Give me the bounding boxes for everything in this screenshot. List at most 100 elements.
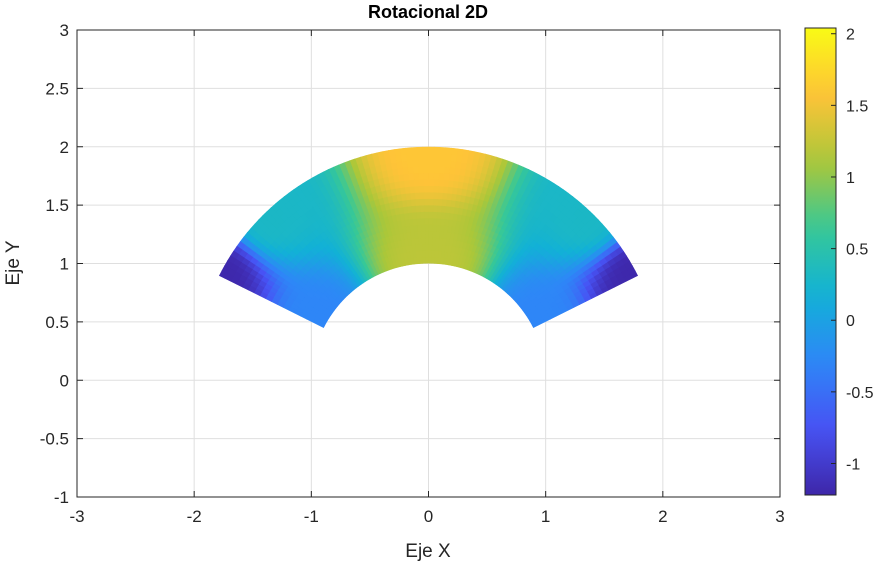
surface-cell <box>531 249 540 258</box>
x-tick-label-1: -2 <box>187 507 202 526</box>
surface-cell <box>508 272 516 281</box>
surface-cell <box>423 198 429 206</box>
surface-cell <box>488 237 496 246</box>
surface-cell <box>327 295 336 303</box>
surface-cell <box>321 314 330 321</box>
surface-cell <box>521 267 530 276</box>
surface-cell <box>465 156 474 165</box>
surface-cell <box>280 293 290 301</box>
surface-cell <box>331 247 339 256</box>
surface-cell <box>375 267 382 276</box>
surface-cell <box>331 208 340 218</box>
surface-cell <box>414 192 420 200</box>
surface-cell <box>419 256 423 265</box>
surface-cell <box>273 279 283 288</box>
surface-cell <box>438 159 446 168</box>
surface-cell <box>399 147 407 156</box>
surface-cell <box>569 282 578 291</box>
surface-cell <box>309 275 318 284</box>
surface-cell <box>399 186 406 195</box>
surface-cell <box>340 204 349 213</box>
surface-cell <box>420 230 426 238</box>
surface-cell <box>357 246 365 255</box>
surface-cell <box>552 293 562 302</box>
surface-cell <box>467 256 473 265</box>
surface-cell <box>297 303 306 311</box>
surface-cell <box>292 265 301 274</box>
surface-cell <box>408 218 414 227</box>
surface-cell <box>423 185 429 193</box>
surface-cell <box>433 146 441 154</box>
surface-cell <box>268 275 278 284</box>
surface-cell <box>318 308 326 315</box>
surface-cell <box>534 269 543 278</box>
surface-cell <box>432 185 439 193</box>
surface-cell <box>294 262 304 271</box>
surface-cell <box>360 245 368 254</box>
surface-cell <box>328 304 337 312</box>
surface-cell <box>442 231 448 239</box>
surface-cell <box>261 287 271 296</box>
surface-cell <box>536 282 545 291</box>
surface-cell <box>517 299 525 307</box>
surface-cell <box>320 293 329 301</box>
surface-cell <box>444 238 450 246</box>
surface-cell <box>311 255 320 264</box>
surface-cell <box>382 149 390 158</box>
surface-cell <box>417 166 424 174</box>
x-tick-label-0: -3 <box>69 507 84 526</box>
surface-cell <box>524 288 533 297</box>
surface-cell <box>511 292 519 301</box>
surface-cell <box>312 282 321 291</box>
surface-cell <box>316 310 325 318</box>
surface-cell <box>505 238 513 248</box>
surface-cell <box>527 281 536 290</box>
surface-cell <box>497 264 505 273</box>
surface-cell <box>422 153 429 161</box>
surface-cell <box>510 258 519 267</box>
colorbar-tick-label-4: 1 <box>846 170 855 187</box>
surface-cell <box>307 300 316 308</box>
surface-cell <box>312 272 321 281</box>
surface-cell <box>344 246 352 255</box>
surface-cell <box>381 257 388 266</box>
surface-cell <box>282 303 291 311</box>
surface-cell <box>345 215 354 225</box>
surface-cell <box>368 234 375 243</box>
surface-cell <box>409 225 415 233</box>
surface-cell <box>313 244 322 254</box>
surface-cell <box>527 271 535 280</box>
surface-cell <box>330 301 339 309</box>
surface-cell <box>449 154 457 162</box>
surface-cell <box>389 262 395 270</box>
surface-cell <box>537 255 546 264</box>
surface-cell <box>377 238 384 247</box>
surface-cell <box>551 280 560 289</box>
surface-cell <box>436 211 442 219</box>
surface-cell <box>437 192 443 200</box>
surface-cell <box>437 179 444 187</box>
surface-cell <box>383 263 390 272</box>
surface-cell <box>468 170 477 179</box>
surface-cell <box>547 309 556 317</box>
surface-cell <box>383 156 392 165</box>
surface-cell <box>332 200 341 210</box>
surface-cell <box>509 265 518 274</box>
surface-cell <box>471 244 478 253</box>
surface-cell <box>326 286 335 294</box>
surface-cell <box>253 288 263 297</box>
surface-cell <box>338 292 346 301</box>
surface-cell <box>337 267 345 276</box>
surface-cell <box>518 232 527 241</box>
surface-cell <box>543 260 552 270</box>
surface-cell <box>319 231 328 241</box>
surface-cell <box>428 191 434 199</box>
y-tick-labels: -1 -0.5 0 0.5 1 1.5 2 2.5 3 <box>40 21 69 507</box>
surface-cell <box>595 276 605 286</box>
surface-cell <box>333 279 342 287</box>
surface-cell <box>326 276 335 285</box>
surface-cell <box>538 285 548 294</box>
surface-cell <box>504 231 513 240</box>
surface-cell <box>395 260 401 269</box>
surface-cell <box>425 256 429 264</box>
